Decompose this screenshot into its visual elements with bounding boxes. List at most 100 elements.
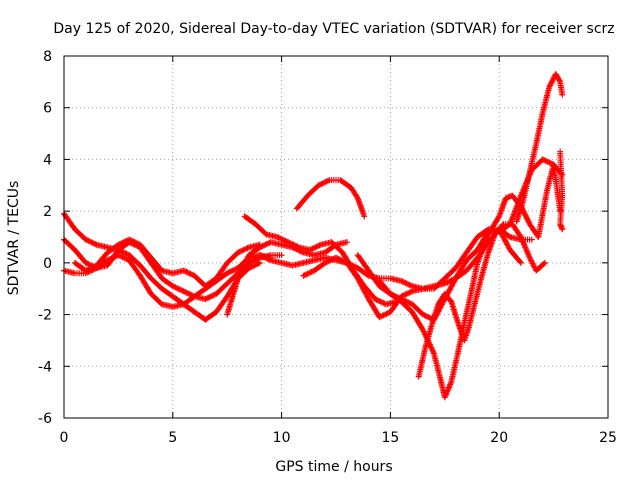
data-point — [421, 312, 428, 319]
data-point — [313, 243, 320, 250]
data-point — [236, 248, 243, 255]
data-point — [394, 294, 401, 301]
data-point — [353, 193, 360, 200]
data-point — [275, 234, 282, 241]
data-point — [398, 277, 405, 284]
y-tick-label: 6 — [43, 101, 52, 117]
data-point — [123, 237, 130, 244]
data-point — [495, 214, 502, 221]
data-point — [126, 236, 133, 243]
data-point — [391, 292, 398, 299]
data-point — [258, 243, 265, 250]
data-point — [173, 285, 180, 292]
data-point — [120, 239, 127, 246]
data-point — [425, 314, 432, 321]
data-point — [260, 254, 267, 261]
data-point — [171, 283, 178, 290]
data-point — [528, 236, 535, 243]
data-point — [187, 291, 194, 298]
data-point — [290, 241, 297, 248]
data-point — [335, 255, 342, 262]
data-point — [294, 243, 301, 250]
data-point — [289, 241, 296, 248]
data-point — [545, 159, 552, 166]
data-point — [116, 241, 123, 248]
data-point — [321, 179, 328, 186]
data-point — [182, 288, 189, 295]
data-point — [318, 180, 325, 187]
data-point — [556, 77, 563, 84]
data-point — [180, 267, 187, 274]
data-point — [118, 253, 125, 260]
x-axis-label: GPS time / hours — [275, 459, 392, 475]
data-point — [384, 310, 391, 317]
data-point — [424, 313, 431, 320]
data-point — [387, 290, 394, 297]
data-point — [499, 222, 506, 229]
data-point — [420, 311, 427, 318]
data-point — [82, 236, 89, 243]
data-point — [380, 299, 387, 306]
data-point — [300, 272, 307, 279]
data-point — [176, 286, 183, 293]
data-point — [399, 278, 406, 285]
data-point — [405, 290, 412, 297]
data-point — [177, 287, 184, 294]
data-point — [306, 246, 313, 253]
data-point — [521, 209, 528, 216]
data-point — [265, 240, 271, 247]
data-point — [263, 255, 270, 262]
data-point — [248, 258, 255, 265]
data-point — [84, 237, 91, 244]
data-point — [248, 263, 255, 270]
data-point — [403, 290, 410, 297]
data-point — [90, 240, 97, 247]
series-arc-14 — [557, 148, 566, 233]
data-point — [183, 289, 190, 296]
data-point — [390, 292, 397, 299]
x-tick-label: 25 — [599, 430, 617, 446]
y-tick-label: 0 — [43, 256, 52, 272]
y-tick-label: -6 — [38, 411, 52, 427]
data-point — [256, 252, 263, 259]
data-point — [231, 266, 237, 273]
data-point — [206, 294, 213, 301]
data-point — [225, 269, 232, 276]
series-arc-13 — [513, 71, 566, 225]
data-point — [327, 257, 334, 264]
data-point — [123, 255, 130, 262]
x-tick-label: 0 — [60, 430, 69, 446]
data-point — [334, 255, 341, 262]
data-point — [352, 263, 359, 270]
data-point — [559, 226, 566, 233]
data-point — [134, 240, 141, 247]
data-point — [373, 296, 380, 303]
data-point — [245, 265, 252, 272]
data-point — [444, 279, 451, 286]
data-point — [169, 283, 176, 290]
data-point — [274, 234, 281, 240]
data-point — [323, 259, 330, 266]
data-point — [330, 255, 337, 262]
data-point — [129, 237, 135, 244]
data-point — [309, 245, 316, 252]
data-point — [406, 299, 413, 306]
data-point — [92, 241, 99, 248]
data-point — [325, 177, 332, 184]
data-point — [250, 263, 257, 270]
data-point — [380, 312, 387, 319]
series-arc-4 — [71, 236, 263, 290]
data-point — [89, 239, 96, 246]
data-point — [118, 240, 125, 247]
series-arc-10 — [354, 161, 564, 401]
data-point — [319, 180, 326, 187]
data-point — [505, 233, 512, 240]
data-point — [517, 259, 524, 266]
data-point — [262, 241, 269, 248]
data-point — [401, 292, 407, 299]
data-point — [339, 257, 346, 264]
data-point — [115, 241, 122, 248]
data-point — [316, 242, 323, 249]
data-point — [405, 281, 412, 288]
